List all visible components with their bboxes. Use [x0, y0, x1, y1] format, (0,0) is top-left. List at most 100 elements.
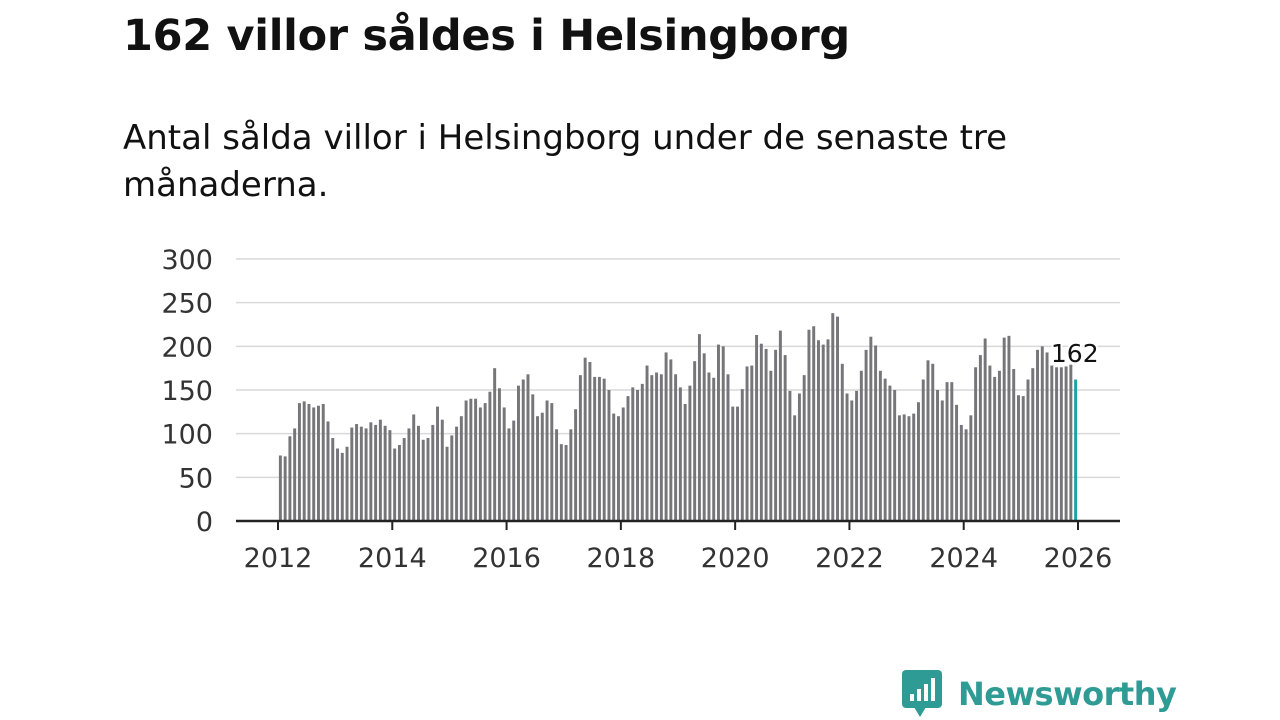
- bar: [978, 355, 982, 521]
- y-tick-label: 100: [161, 420, 213, 451]
- bar: [474, 398, 478, 521]
- bar: [436, 406, 439, 521]
- y-tick-label: 250: [161, 289, 213, 320]
- bar: [564, 445, 568, 521]
- bar: [1021, 396, 1025, 521]
- highlight-bar: [1074, 379, 1078, 521]
- bar: [736, 406, 739, 521]
- bar: [478, 407, 482, 521]
- bar: [869, 336, 873, 521]
- bar: [750, 365, 754, 521]
- bar: [936, 390, 939, 521]
- bar: [845, 393, 849, 521]
- bar: [336, 448, 339, 521]
- bar: [593, 376, 597, 521]
- bar: [688, 385, 692, 521]
- bar: [1026, 379, 1030, 521]
- bar: [812, 326, 816, 521]
- y-tick-label: 300: [161, 245, 213, 276]
- x-tick-label: 2012: [244, 543, 313, 574]
- brand-name: Newsworthy: [958, 675, 1177, 713]
- bar: [326, 421, 330, 521]
- bar: [526, 374, 530, 521]
- bar: [550, 403, 554, 521]
- newsworthy-logo-icon: [902, 670, 942, 717]
- bar: [545, 400, 549, 521]
- bar: [464, 400, 468, 521]
- bar: [940, 400, 944, 521]
- bar: [559, 444, 563, 521]
- x-tick-label: 2026: [1044, 543, 1113, 574]
- bar: [945, 382, 949, 521]
- bar: [1050, 365, 1054, 521]
- chart-title: 162 villor såldes i Helsingborg: [123, 11, 850, 61]
- bar: [1069, 364, 1073, 521]
- bar: [555, 429, 559, 521]
- bar: [636, 390, 639, 521]
- bar: [293, 428, 297, 521]
- y-gridlines: [236, 258, 1120, 479]
- bar: [1064, 366, 1068, 521]
- bar: [531, 394, 535, 521]
- bar: [450, 435, 454, 521]
- bar: [426, 438, 430, 521]
- bar: [445, 446, 449, 521]
- bar: [1036, 349, 1039, 521]
- y-tick-label: 200: [161, 332, 213, 363]
- bar: [821, 344, 825, 521]
- bar: [569, 429, 573, 521]
- bar: [1055, 367, 1059, 521]
- bar: [307, 403, 311, 521]
- bar: [707, 372, 711, 521]
- bar: [493, 368, 497, 521]
- bar: [497, 388, 501, 521]
- bar: [988, 365, 992, 521]
- bar: [950, 382, 954, 521]
- bar: [1007, 335, 1011, 521]
- bar: [969, 415, 973, 521]
- bar: [483, 403, 487, 521]
- bar: [912, 413, 916, 521]
- bar: [674, 374, 678, 521]
- x-tick-label: 2020: [701, 543, 770, 574]
- bar: [831, 313, 835, 521]
- bar: [469, 398, 473, 521]
- bar: [836, 316, 839, 521]
- bar: [702, 353, 706, 521]
- bar: [817, 340, 820, 521]
- x-tick-label: 2022: [815, 543, 884, 574]
- bar: [364, 428, 368, 521]
- bar: [826, 339, 830, 521]
- bar: [378, 419, 382, 521]
- bar: [393, 448, 397, 521]
- bar: [440, 419, 444, 521]
- bar: [612, 413, 616, 521]
- bar: [840, 363, 844, 521]
- bar: [297, 403, 301, 521]
- bar: [502, 407, 506, 521]
- bar: [731, 406, 735, 521]
- bar: [959, 424, 963, 521]
- bar: [645, 365, 649, 521]
- bar: [397, 445, 401, 521]
- bar: [974, 367, 978, 521]
- bar: [640, 383, 644, 521]
- bar: [678, 387, 682, 521]
- bar: [1002, 337, 1006, 521]
- bar: [793, 415, 797, 521]
- bar: [302, 401, 306, 521]
- bar: [331, 438, 335, 521]
- bar: [621, 407, 625, 521]
- bar: [1040, 346, 1044, 521]
- bar: [417, 425, 420, 521]
- bar: [317, 405, 320, 521]
- bar: [902, 414, 906, 521]
- bars: [278, 313, 1078, 521]
- bar: [926, 360, 930, 521]
- bar: [507, 428, 511, 521]
- x-tick-label: 2024: [929, 543, 998, 574]
- bar: [931, 363, 935, 521]
- bar: [859, 370, 863, 521]
- bar: [512, 420, 516, 521]
